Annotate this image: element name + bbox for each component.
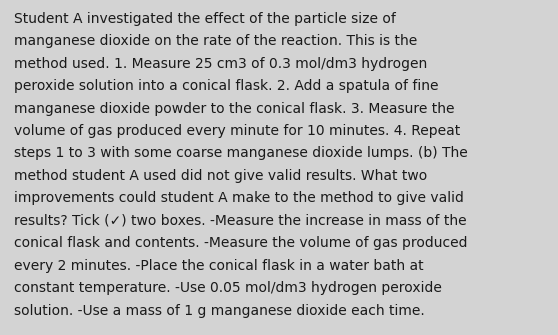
Text: constant temperature. -Use 0.05 mol/dm3 hydrogen peroxide: constant temperature. -Use 0.05 mol/dm3 … — [14, 281, 442, 295]
Text: Student A investigated the effect of the particle size of: Student A investigated the effect of the… — [14, 12, 396, 26]
Text: peroxide solution into a conical flask. 2. Add a spatula of fine: peroxide solution into a conical flask. … — [14, 79, 439, 93]
Text: volume of gas produced every minute for 10 minutes. 4. Repeat: volume of gas produced every minute for … — [14, 124, 460, 138]
Text: manganese dioxide on the rate of the reaction. This is the: manganese dioxide on the rate of the rea… — [14, 34, 417, 48]
Text: manganese dioxide powder to the conical flask. 3. Measure the: manganese dioxide powder to the conical … — [14, 102, 454, 116]
Text: solution. -Use a mass of 1 g manganese dioxide each time.: solution. -Use a mass of 1 g manganese d… — [14, 304, 425, 318]
Text: method student A used did not give valid results. What two: method student A used did not give valid… — [14, 169, 427, 183]
Text: steps 1 to 3 with some coarse manganese dioxide lumps. (b) The: steps 1 to 3 with some coarse manganese … — [14, 146, 468, 160]
Text: improvements could student A make to the method to give valid: improvements could student A make to the… — [14, 191, 464, 205]
Text: every 2 minutes. -Place the conical flask in a water bath at: every 2 minutes. -Place the conical flas… — [14, 259, 424, 273]
Text: conical flask and contents. -Measure the volume of gas produced: conical flask and contents. -Measure the… — [14, 236, 468, 250]
Text: results? Tick (✓) two boxes. -Measure the increase in mass of the: results? Tick (✓) two boxes. -Measure th… — [14, 214, 466, 228]
Text: method used. 1. Measure 25 cm3 of 0.3 mol/dm3 hydrogen: method used. 1. Measure 25 cm3 of 0.3 mo… — [14, 57, 427, 71]
